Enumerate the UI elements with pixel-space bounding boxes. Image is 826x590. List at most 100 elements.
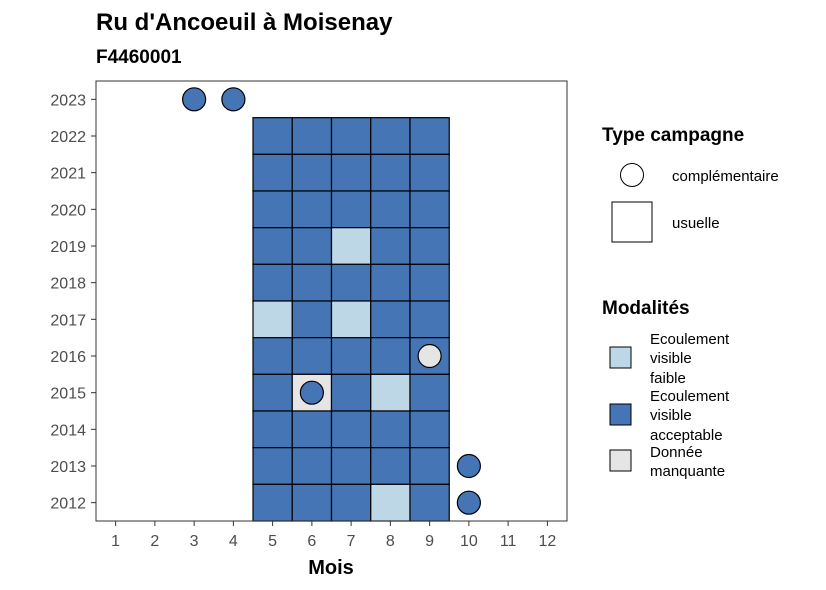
cell-2014-5 (252, 410, 293, 449)
cell-2014-8 (370, 410, 411, 449)
cell-2016-6 (291, 337, 333, 375)
y-tick-label: 2016 (50, 349, 86, 366)
cell-2022-9 (409, 117, 450, 155)
cell-2012-8 (370, 483, 411, 522)
y-tick-label: 2015 (50, 386, 86, 403)
cell-2019-7 (330, 227, 372, 265)
legend-faible-line2: visible (650, 350, 692, 367)
cell-2019-8 (370, 227, 411, 265)
cell-2014-6 (291, 410, 333, 449)
y-tick-label: 2019 (50, 239, 86, 256)
x-axis-title: Mois (308, 557, 354, 579)
y-tick-label: 2012 (50, 496, 86, 513)
y-tick-label: 2013 (50, 459, 86, 476)
cell-2018-9 (409, 263, 450, 302)
cell-2012-7 (330, 483, 372, 522)
cell-2017-9 (409, 300, 450, 339)
point-2015-6 (299, 380, 324, 405)
plot-panel-border (95, 80, 568, 522)
cell-2015-8 (370, 373, 411, 412)
cell-2018-8 (370, 263, 411, 302)
cell-2018-7 (330, 263, 372, 302)
cell-2019-5 (252, 227, 293, 265)
legend-campaign-title: Type campagne (602, 125, 744, 146)
legend-acceptable-line1: Ecoulement (650, 388, 730, 405)
legend-acceptable-line3: acceptable (650, 427, 723, 444)
cell-2013-9 (409, 447, 450, 485)
point-2023-3 (182, 87, 207, 112)
x-tick-label: 1 (111, 533, 120, 550)
cell-2015-5 (252, 373, 293, 412)
legend-modalites: Modalités Ecoulement visible faible Ecou… (602, 298, 730, 480)
y-tick-label: 2021 (50, 166, 86, 183)
x-tick-label: 6 (307, 533, 316, 550)
cell-2020-8 (370, 190, 411, 229)
cell-2015-7 (330, 373, 372, 412)
cell-2013-8 (370, 447, 411, 485)
y-tick-label: 2022 (50, 129, 86, 146)
cell-2022-8 (370, 117, 411, 155)
cell-2012-6 (291, 483, 333, 522)
cell-2012-9 (409, 483, 450, 522)
x-tick-label: 11 (500, 533, 517, 550)
x-tick-label: 2 (150, 533, 159, 550)
complementaire-points (182, 87, 481, 515)
cell-2016-7 (330, 337, 372, 375)
cell-2014-7 (330, 410, 372, 449)
cell-2021-8 (370, 153, 411, 192)
legend-square-key (611, 201, 653, 243)
cell-2021-6 (291, 153, 333, 192)
cell-2021-9 (409, 153, 450, 192)
cell-2018-5 (252, 263, 293, 302)
legend-faible-line3: faible (650, 370, 686, 387)
x-tick-label: 7 (347, 533, 356, 550)
cell-2020-5 (252, 190, 293, 229)
y-tick-label: 2018 (50, 276, 86, 293)
legend-faible-key (609, 346, 632, 369)
cell-2022-7 (330, 117, 372, 155)
legend-complementaire-label: complémentaire (672, 168, 779, 185)
cell-2016-8 (370, 337, 411, 375)
cell-2020-6 (291, 190, 333, 229)
cell-2017-8 (370, 300, 411, 339)
usuelle-cells (252, 117, 450, 522)
chart-title: Ru d'Ancoeuil à Moisenay (96, 9, 393, 36)
cell-2014-9 (409, 410, 450, 449)
cell-2021-5 (252, 153, 293, 192)
x-tick-label: 3 (190, 533, 199, 550)
cell-2015-9 (409, 373, 450, 412)
chart-subtitle: F4460001 (96, 47, 182, 68)
point-2023-4 (221, 87, 246, 112)
x-tick-label: 4 (229, 533, 238, 550)
legend-usuelle-label: usuelle (672, 215, 720, 232)
cell-2013-6 (291, 447, 333, 485)
cell-2022-5 (252, 117, 293, 155)
legend-circle-key (620, 163, 644, 187)
cell-2022-6 (291, 117, 333, 155)
legend-modalites-title: Modalités (602, 298, 690, 319)
point-2016-9 (417, 343, 442, 369)
x-tick-label: 9 (425, 533, 434, 550)
y-tick-label: 2023 (50, 92, 86, 109)
cell-2018-6 (291, 263, 333, 302)
y-tick-label: 2020 (50, 202, 86, 219)
x-tick-label: 12 (538, 533, 556, 550)
x-tick-label: 5 (268, 533, 277, 550)
point-2012-10 (456, 490, 481, 515)
cell-2019-9 (409, 227, 450, 265)
cell-2020-9 (409, 190, 450, 229)
legend-campaign: Type campagne complémentaire usuelle (602, 125, 779, 243)
cell-2017-7 (330, 300, 372, 339)
legend-manquante-key (609, 449, 632, 472)
cell-2013-5 (252, 447, 293, 485)
cell-2017-6 (291, 300, 333, 339)
cell-2012-5 (252, 483, 293, 522)
cell-2013-7 (330, 447, 372, 485)
cell-2020-7 (330, 190, 372, 229)
cell-2019-6 (291, 227, 333, 265)
cell-2017-5 (252, 300, 293, 339)
point-2013-10 (456, 453, 481, 479)
legend-acceptable-key (609, 403, 632, 426)
legend-faible-line1: Ecoulement (650, 331, 730, 348)
